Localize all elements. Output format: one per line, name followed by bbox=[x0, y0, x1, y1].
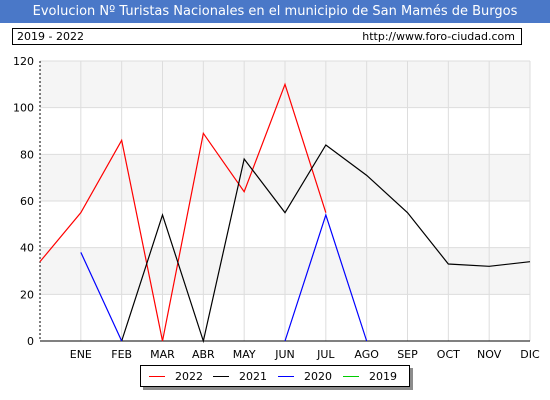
year-range: 2019 - 2022 bbox=[17, 30, 84, 43]
series-line-2020 bbox=[284, 213, 368, 342]
legend-swatch bbox=[149, 375, 165, 377]
info-bar: 2019 - 2022 http://www.foro-ciudad.com bbox=[12, 28, 522, 45]
x-tick-label: ABR bbox=[192, 348, 215, 361]
y-tick-label: 60 bbox=[20, 195, 34, 208]
x-tick-label: AGO bbox=[354, 348, 379, 361]
legend-item-2022: 2022 bbox=[149, 366, 203, 386]
x-tick-label: OCT bbox=[437, 348, 460, 361]
legend-swatch bbox=[213, 375, 229, 377]
legend-swatch bbox=[343, 375, 359, 377]
legend-label: 2022 bbox=[175, 369, 203, 383]
series-line-2022 bbox=[39, 82, 327, 342]
legend-label: 2021 bbox=[239, 369, 267, 383]
x-tick-label: MAR bbox=[150, 348, 175, 361]
y-tick-label: 20 bbox=[20, 288, 34, 301]
legend-swatch bbox=[278, 375, 294, 377]
y-tick-label: 0 bbox=[27, 335, 34, 348]
x-tick-label: JUL bbox=[316, 348, 335, 361]
x-tick-label: MAY bbox=[233, 348, 256, 361]
series-line-2020 bbox=[80, 252, 123, 342]
legend-label: 2019 bbox=[369, 369, 397, 383]
legend-item-2021: 2021 bbox=[213, 366, 267, 386]
x-tick-label: JUN bbox=[274, 348, 295, 361]
legend-item-2019: 2019 bbox=[343, 366, 397, 386]
legend-item-2020: 2020 bbox=[278, 366, 332, 386]
x-tick-label: SEP bbox=[397, 348, 418, 361]
y-tick-label: 120 bbox=[13, 55, 34, 68]
x-tick-label: NOV bbox=[477, 348, 502, 361]
y-tick-label: 80 bbox=[20, 148, 34, 161]
y-tick-label: 40 bbox=[20, 242, 34, 255]
legend: 2022 2021 2020 2019 bbox=[140, 365, 410, 387]
chart-title: Evolucion Nº Turistas Nacionales en el m… bbox=[0, 0, 550, 23]
legend-label: 2020 bbox=[304, 369, 332, 383]
x-tick-label: ENE bbox=[70, 348, 92, 361]
x-tick-label: DIC bbox=[520, 348, 540, 361]
source-url: http://www.foro-ciudad.com bbox=[362, 30, 515, 43]
series-line-2021 bbox=[121, 144, 531, 344]
x-tick-label: FEB bbox=[111, 348, 132, 361]
y-tick-label: 100 bbox=[13, 102, 34, 115]
